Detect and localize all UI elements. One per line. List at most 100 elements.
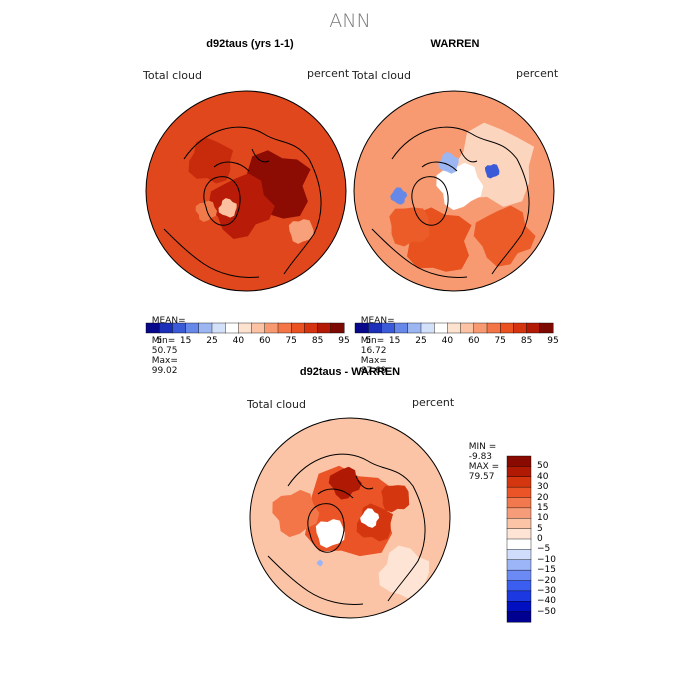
colorbar-swatch <box>499 322 514 334</box>
colorbar-swatch <box>506 486 532 499</box>
colorbar-swatch <box>317 322 332 334</box>
colorbar-swatch <box>224 322 239 334</box>
map-contour-region <box>484 164 500 179</box>
colorbar-tick-label: 40 <box>441 336 454 346</box>
map-contour-region <box>288 219 314 244</box>
colorbar-swatch <box>486 322 501 334</box>
stat-min-value: 16.72 <box>360 346 387 356</box>
colorbar-swatch <box>251 322 266 334</box>
colorbar-tick-label: 40 <box>537 471 549 482</box>
colorbar-tick-label: 5 <box>156 336 163 346</box>
colorbar-tick-label: 60 <box>259 336 271 346</box>
colorbar-tick-label: 30 <box>537 482 549 493</box>
colorbar-swatch <box>381 322 396 334</box>
map-boundary <box>353 90 555 292</box>
field-label-obs: Total cloud <box>352 69 411 82</box>
stat-min-value: -9.83 <box>468 452 493 462</box>
stat-max-value: 87.69 <box>360 366 387 376</box>
colorbar-swatch <box>185 322 200 334</box>
polar-map-diff <box>249 417 451 619</box>
units-label-obs: percent <box>516 67 559 80</box>
map-boundary <box>249 417 451 619</box>
colorbar-swatch <box>506 538 532 550</box>
colorbar-swatch <box>264 322 279 334</box>
colorbar-swatch <box>238 322 253 334</box>
stat-max-label: Max= <box>151 356 178 366</box>
colorbar-tick-label: 5 <box>365 336 372 346</box>
coastlines <box>163 126 322 278</box>
colorbar-tick-label: −15 <box>537 565 556 576</box>
colorbar-tick-label: −10 <box>537 554 556 565</box>
map-contour-region <box>389 207 430 247</box>
map-contour-region <box>360 508 380 528</box>
stat-max-value: 99.02 <box>151 366 178 376</box>
colorbar-tick-label: 15 <box>537 502 549 513</box>
colorbar-tick-label: 20 <box>537 492 549 503</box>
colorbar-swatch <box>433 322 448 334</box>
colorbar-swatch <box>354 322 369 334</box>
stat-mean-label: MEAN= <box>360 316 395 326</box>
colorbar-ticks-model: 5 15 25 40 60 75 85 95 <box>146 336 349 348</box>
stat-min-label: Min= <box>151 336 176 346</box>
colorbar-swatch <box>367 322 382 334</box>
colorbar-swatch <box>506 518 532 530</box>
map-contour-region <box>390 187 408 205</box>
colorbar-ticks-obs: 5 15 25 40 60 75 85 95 <box>355 336 558 348</box>
colorbar-swatch <box>506 611 532 623</box>
map-contour-region <box>208 173 275 239</box>
colorbar-ticks-diff: 50 40 30 20 15 10 5 0 −5 −10 −15 −20 −30 −40 −50 <box>537 456 577 622</box>
colorbar-swatch <box>506 466 532 478</box>
colorbar-tick-label: 0 <box>537 534 543 544</box>
colorbar-obs <box>354 322 554 334</box>
stat-mean-label: MEAN= <box>151 316 186 326</box>
colorbar-tick-label: −40 <box>537 596 556 607</box>
colorbar-swatch <box>506 455 532 467</box>
colorbar-swatch <box>506 507 532 519</box>
stat-max-label: MAX = <box>468 462 500 472</box>
colorbar-tick-label: 85 <box>311 336 324 346</box>
stat-max-label: Max= <box>360 356 387 366</box>
polar-map-model <box>145 90 347 292</box>
colorbar-swatch <box>460 322 475 334</box>
polar-map-obs <box>353 90 555 292</box>
colorbar-swatch <box>447 322 462 334</box>
colorbar-swatch <box>473 322 488 334</box>
colorbar-tick-label: 5 <box>537 523 543 534</box>
stat-min-value: 50.75 <box>151 346 178 356</box>
colorbar-swatch <box>145 322 160 334</box>
colorbar-swatch <box>506 476 532 488</box>
map-field <box>146 91 346 291</box>
colorbar-swatch <box>506 590 532 602</box>
field-label-diff: Total cloud <box>247 398 306 411</box>
units-label-model: percent <box>307 67 350 80</box>
colorbar-tick-label: 15 <box>388 336 401 346</box>
colorbar-swatch <box>290 322 305 334</box>
colorbar-swatch <box>506 580 532 592</box>
stat-min-label: Min= <box>360 336 385 346</box>
map-contour-region <box>218 198 237 218</box>
map-contour-region <box>315 519 345 548</box>
map-contour-region <box>195 200 217 222</box>
colorbar-swatch <box>506 497 532 509</box>
panel-title-obs: WARREN <box>430 38 480 50</box>
colorbar-swatch <box>506 549 532 561</box>
colorbar-swatch <box>539 322 554 334</box>
colorbar-swatch <box>394 322 409 334</box>
colorbar-tick-label: 95 <box>338 336 350 346</box>
colorbar-swatch <box>506 559 532 571</box>
colorbar-tick-label: 60 <box>468 336 480 346</box>
colorbar-tick-label: 95 <box>547 336 559 346</box>
map-contour-region <box>328 466 362 500</box>
stats-diff: MIN = -9.83 MAX = 79.57 <box>463 432 500 482</box>
field-label-model: Total cloud <box>143 69 202 82</box>
panel-title-model: d92taus (yrs 1-1) <box>206 38 294 50</box>
page-title: ANN <box>329 10 371 32</box>
map-field <box>250 418 450 618</box>
colorbar-swatch <box>158 322 173 334</box>
coastlines <box>371 126 530 278</box>
colorbar-swatch <box>526 322 541 334</box>
colorbar-tick-label: 15 <box>179 336 192 346</box>
colorbar-tick-label: −50 <box>537 606 556 617</box>
colorbar-tick-label: 25 <box>415 336 427 346</box>
colorbar-tick-label: −20 <box>537 575 556 586</box>
